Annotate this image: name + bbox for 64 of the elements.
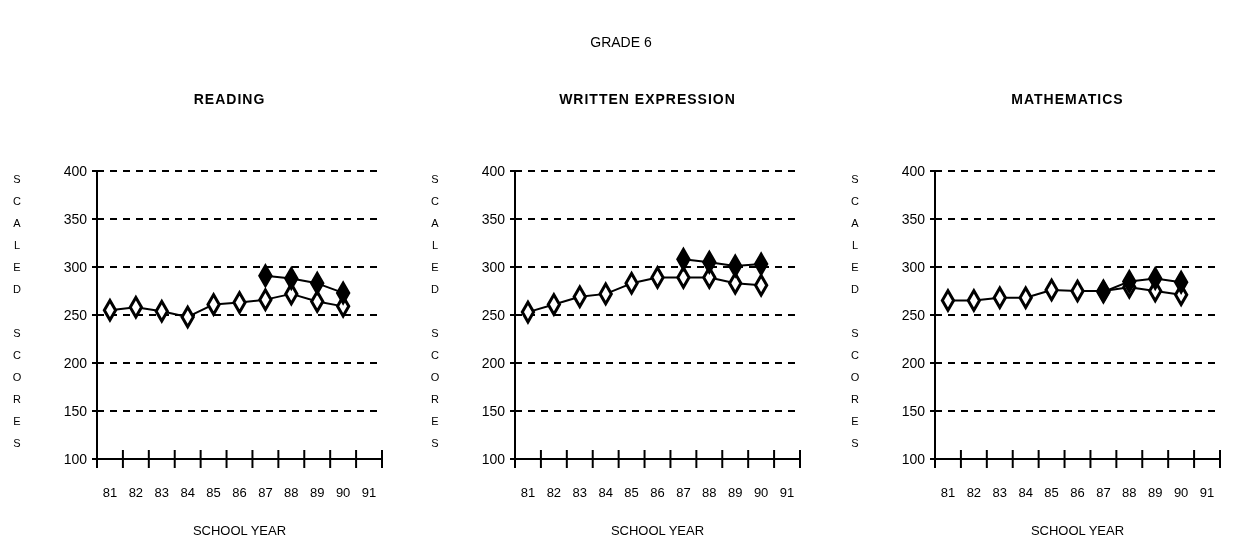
y-tick-label: 100 xyxy=(901,451,926,467)
x-tick-label: 83 xyxy=(572,485,588,500)
x-tick-label: 91 xyxy=(361,485,377,500)
chart-title: WRITTEN EXPRESSION xyxy=(559,91,736,107)
x-axis-title: SCHOOL YEAR xyxy=(192,523,287,538)
x-tick-label: 85 xyxy=(206,485,221,500)
x-tick-label: 81 xyxy=(940,485,956,500)
x-tick-label: 90 xyxy=(753,485,769,500)
y-tick-label: 200 xyxy=(63,355,88,371)
x-tick-label: 82 xyxy=(966,485,982,500)
chart-title: MATHEMATICS xyxy=(1011,91,1124,107)
chart-title: READING xyxy=(193,91,266,107)
y-tick-label: 400 xyxy=(63,163,88,179)
y-tick-label: 150 xyxy=(481,403,506,419)
x-tick-label: 85 xyxy=(1044,485,1059,500)
x-tick-label: 82 xyxy=(128,485,144,500)
x-tick-label: 88 xyxy=(1122,485,1137,500)
x-tick-label: 82 xyxy=(546,485,562,500)
x-tick-label: 90 xyxy=(335,485,351,500)
x-tick-label: 86 xyxy=(232,485,247,500)
x-tick-label: 88 xyxy=(284,485,299,500)
x-tick-label: 81 xyxy=(102,485,118,500)
y-tick-label: 150 xyxy=(901,403,926,419)
x-tick-label: 86 xyxy=(1070,485,1085,500)
y-axis-title: SCALED SCORES xyxy=(11,173,23,459)
y-tick-label: 400 xyxy=(901,163,926,179)
y-tick-label: 250 xyxy=(63,307,88,323)
x-axis-title: SCHOOL YEAR xyxy=(1030,523,1125,538)
x-tick-label: 89 xyxy=(727,485,743,500)
y-tick-label: 300 xyxy=(63,259,88,275)
y-tick-label: 150 xyxy=(63,403,88,419)
x-tick-label: 88 xyxy=(702,485,717,500)
x-tick-label: 84 xyxy=(598,485,613,500)
x-tick-label: 89 xyxy=(309,485,325,500)
x-tick-label: 91 xyxy=(1199,485,1215,500)
x-tick-label: 83 xyxy=(154,485,170,500)
y-tick-label: 250 xyxy=(901,307,926,323)
y-tick-label: 350 xyxy=(63,211,88,227)
y-tick-label: 100 xyxy=(481,451,506,467)
text: GRADE 6 xyxy=(590,34,652,50)
y-tick-label: 300 xyxy=(901,259,926,275)
x-tick-label: 85 xyxy=(624,485,639,500)
y-tick-label: 250 xyxy=(481,307,506,323)
y-tick-label: 350 xyxy=(481,211,506,227)
y-tick-label: 200 xyxy=(901,355,926,371)
y-tick-label: 400 xyxy=(481,163,506,179)
x-tick-label: 81 xyxy=(520,485,536,500)
y-tick-label: 350 xyxy=(901,211,926,227)
y-axis-title: SCALED SCORES xyxy=(429,173,441,459)
x-tick-label: 83 xyxy=(992,485,1008,500)
x-tick-label: 89 xyxy=(1147,485,1163,500)
y-axis-title: SCALED SCORES xyxy=(849,173,861,459)
x-tick-label: 90 xyxy=(1173,485,1189,500)
x-tick-label: 84 xyxy=(1018,485,1033,500)
x-tick-label: 86 xyxy=(650,485,665,500)
y-tick-label: 200 xyxy=(481,355,506,371)
x-axis-title: SCHOOL YEAR xyxy=(610,523,705,538)
y-tick-label: 100 xyxy=(63,451,88,467)
x-tick-label: 84 xyxy=(180,485,195,500)
x-tick-label: 91 xyxy=(779,485,795,500)
x-tick-label: 87 xyxy=(258,485,273,500)
y-tick-label: 300 xyxy=(481,259,506,275)
x-tick-label: 87 xyxy=(1096,485,1111,500)
x-tick-label: 87 xyxy=(676,485,691,500)
